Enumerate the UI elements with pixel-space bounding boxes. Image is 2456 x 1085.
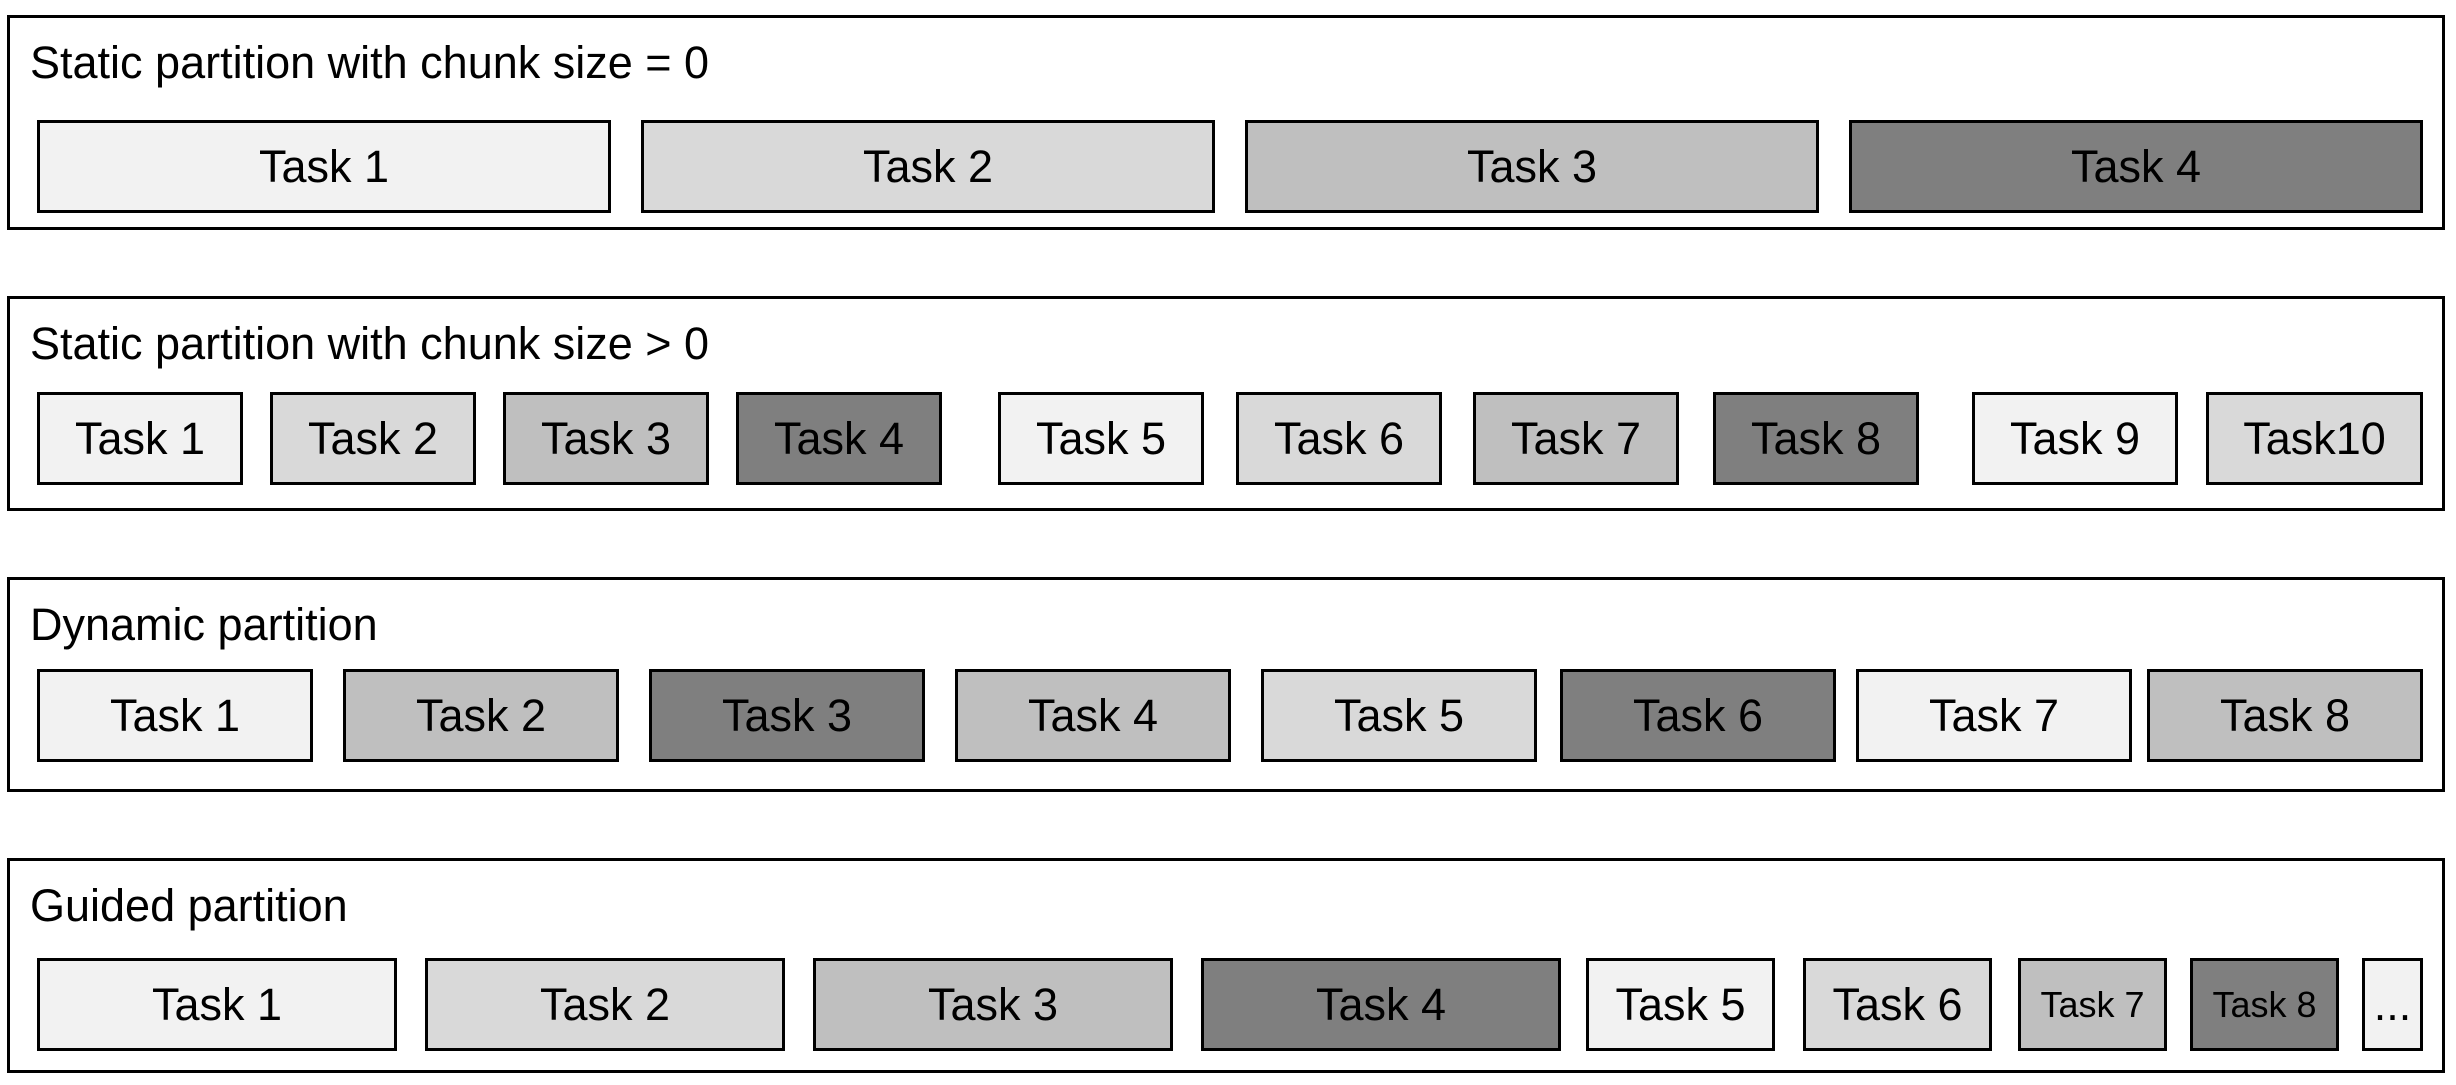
task-box: Task 6	[1236, 392, 1442, 485]
panel-static-chunk-zero: Static partition with chunk size = 0 Tas…	[7, 15, 2445, 230]
panel-title: Guided partition	[30, 880, 348, 931]
task-box: Task 3	[813, 958, 1173, 1051]
panel-title: Static partition with chunk size = 0	[30, 37, 710, 88]
task-box: Task 4	[736, 392, 942, 485]
task-box: Task 8	[2147, 669, 2423, 762]
task-box: Task 4	[1849, 120, 2423, 213]
panel-title: Dynamic partition	[30, 599, 378, 650]
task-box: Task 3	[649, 669, 925, 762]
task-box: Task 2	[425, 958, 785, 1051]
task-box: Task 5	[1261, 669, 1537, 762]
panel-guided: Guided partition Task 1 Task 2 Task 3 Ta…	[7, 858, 2445, 1073]
task-box: Task10	[2206, 392, 2423, 485]
task-box: Task 9	[1972, 392, 2178, 485]
panel-dynamic: Dynamic partition Task 1 Task 2 Task 3 T…	[7, 577, 2445, 792]
task-box: Task 6	[1803, 958, 1992, 1051]
task-box: Task 7	[1856, 669, 2132, 762]
task-box: Task 1	[37, 958, 397, 1051]
task-box: Task 3	[503, 392, 709, 485]
panel-static-chunk-positive: Static partition with chunk size > 0 Tas…	[7, 296, 2445, 511]
task-box: Task 1	[37, 392, 243, 485]
task-box: Task 7	[2018, 958, 2167, 1051]
task-box: Task 1	[37, 669, 313, 762]
task-box: Task 4	[955, 669, 1231, 762]
task-box: Task 3	[1245, 120, 1819, 213]
task-box: Task 2	[641, 120, 1215, 213]
panel-title: Static partition with chunk size > 0	[30, 318, 710, 369]
ellipsis-box: ...	[2362, 958, 2423, 1051]
task-box: Task 6	[1560, 669, 1836, 762]
task-box: Task 4	[1201, 958, 1561, 1051]
task-box: Task 8	[1713, 392, 1919, 485]
task-box: Task 5	[1586, 958, 1775, 1051]
task-box: Task 8	[2190, 958, 2339, 1051]
task-box: Task 2	[343, 669, 619, 762]
task-box: Task 1	[37, 120, 611, 213]
task-box: Task 7	[1473, 392, 1679, 485]
task-box: Task 5	[998, 392, 1204, 485]
task-box: Task 2	[270, 392, 476, 485]
